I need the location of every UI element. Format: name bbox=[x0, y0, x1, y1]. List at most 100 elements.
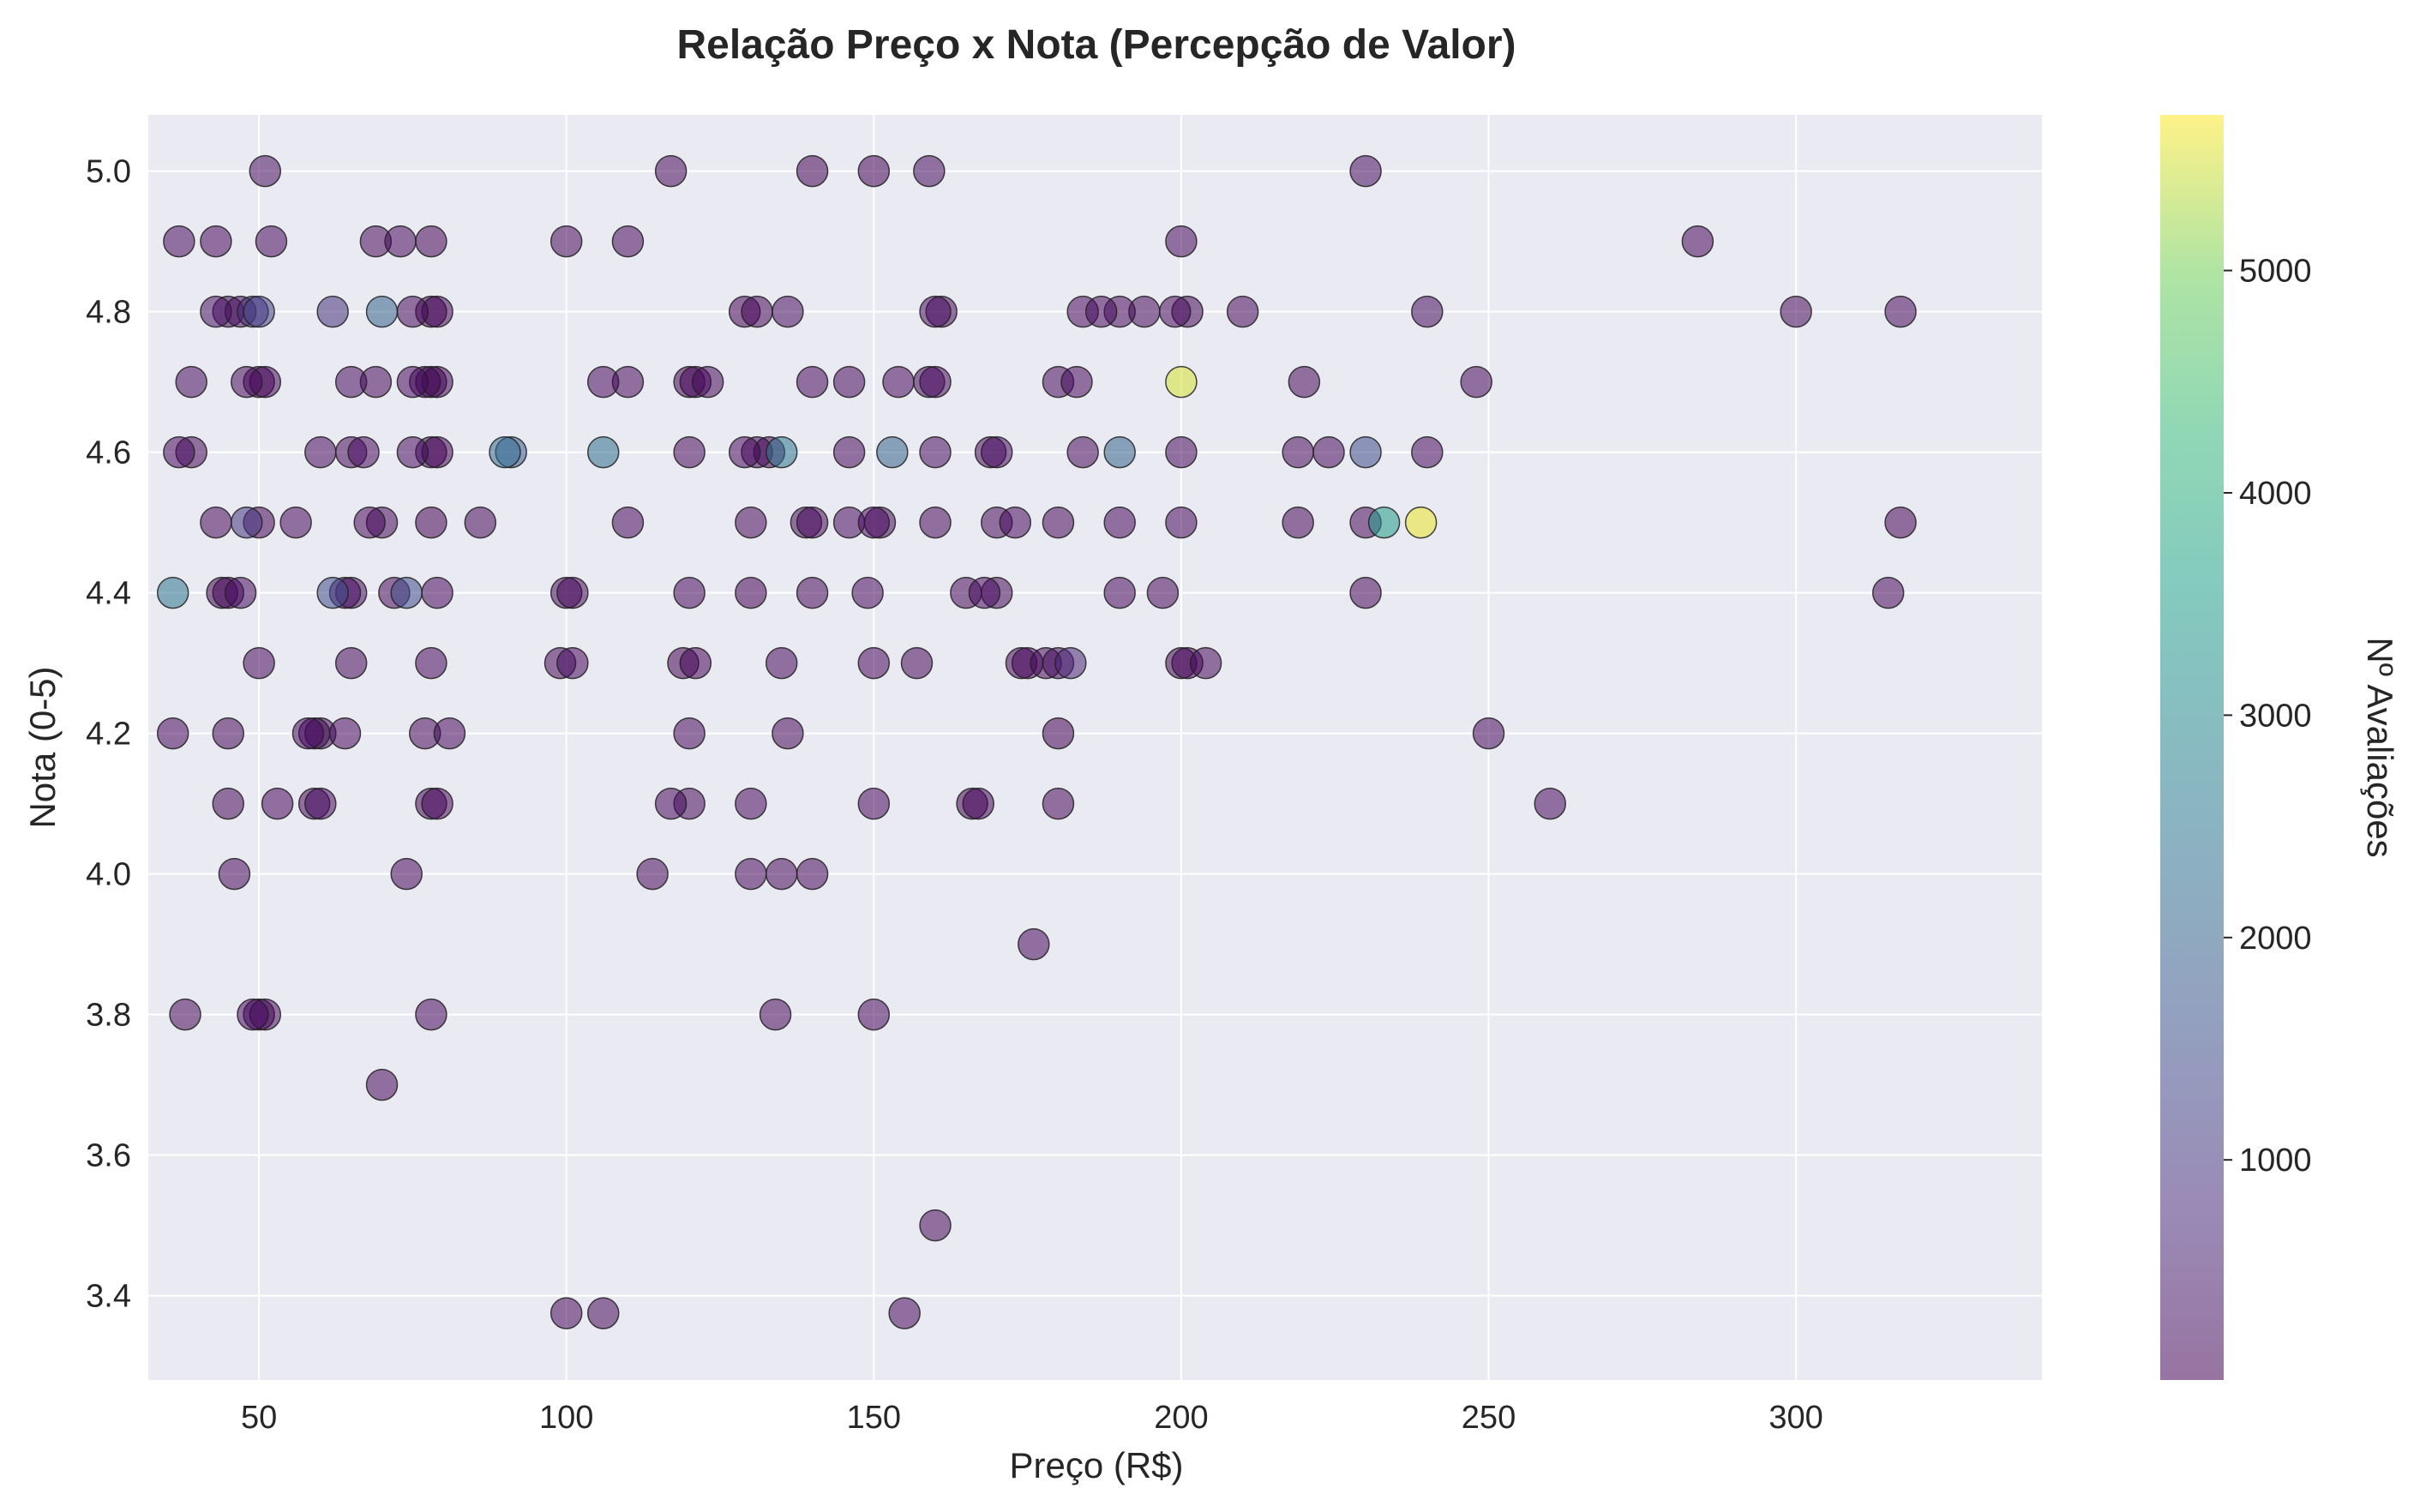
scatter-point bbox=[919, 365, 952, 399]
scatter-point bbox=[1042, 787, 1075, 820]
scatter-point bbox=[1282, 506, 1314, 539]
scatter-point bbox=[549, 225, 583, 258]
scatter-point bbox=[1884, 506, 1917, 539]
scatter-point bbox=[857, 998, 891, 1031]
scatter-point bbox=[1165, 506, 1198, 539]
x-axis-ticks: 50 100 150 200 250 300 bbox=[241, 1400, 1823, 1436]
scatter-point bbox=[882, 365, 915, 399]
scatter-points bbox=[156, 154, 1917, 1329]
scatter-point bbox=[919, 295, 952, 328]
scatter-point bbox=[169, 998, 201, 1031]
scatter-point bbox=[851, 576, 884, 609]
scatter-point bbox=[390, 857, 423, 891]
scatter-point bbox=[1411, 295, 1444, 328]
scatter-point bbox=[857, 787, 891, 820]
scatter-point bbox=[1158, 295, 1192, 328]
scatter-point bbox=[796, 576, 829, 609]
scatter-point bbox=[334, 365, 368, 399]
scatter-point bbox=[163, 435, 195, 469]
scatter-point bbox=[968, 576, 1001, 609]
y-axis-ticks: 3.4 3.6 3.8 4.0 4.2 4.4 4.6 4.8 5.0 bbox=[86, 154, 131, 1315]
y-tick-label: 4.4 bbox=[86, 576, 131, 612]
scatter-point bbox=[231, 365, 263, 399]
scatter-point bbox=[334, 646, 368, 680]
scatter-point bbox=[1884, 295, 1917, 328]
colorbar-label: Nº Avaliações bbox=[2360, 637, 2400, 857]
scatter-point bbox=[1060, 365, 1093, 399]
colorbar-tick-label: 1000 bbox=[2239, 1143, 2312, 1179]
scatter-point bbox=[765, 646, 798, 680]
scatter-point bbox=[212, 787, 244, 820]
scatter-point bbox=[390, 576, 423, 609]
scatter-point bbox=[857, 646, 891, 680]
scatter-point bbox=[218, 857, 251, 891]
scatter-point bbox=[1103, 576, 1136, 609]
scatter-point bbox=[237, 998, 269, 1031]
scatter-point bbox=[857, 506, 891, 539]
scatter-point bbox=[673, 576, 706, 609]
y-tick-label: 4.0 bbox=[86, 857, 131, 893]
scatter-point bbox=[556, 646, 589, 680]
x-tick-label: 200 bbox=[1154, 1400, 1208, 1436]
scatter-point bbox=[163, 225, 195, 258]
scatter-point bbox=[1042, 717, 1075, 750]
scatter-point bbox=[913, 154, 946, 188]
x-tick-label: 50 bbox=[241, 1400, 277, 1436]
scatter-point bbox=[759, 998, 792, 1031]
scatter-point bbox=[673, 435, 706, 469]
scatter-point bbox=[1780, 295, 1812, 328]
scatter-point bbox=[1871, 576, 1905, 609]
scatter-point bbox=[654, 154, 688, 188]
scatter-point bbox=[796, 506, 829, 539]
scatter-point bbox=[772, 295, 804, 328]
scatter-point bbox=[415, 998, 447, 1031]
scatter-point bbox=[586, 435, 620, 469]
scatter-point bbox=[200, 506, 232, 539]
scatter-point bbox=[1189, 646, 1222, 680]
scatter-point bbox=[1165, 435, 1198, 469]
scatter-point bbox=[464, 506, 497, 539]
scatter-point bbox=[279, 506, 312, 539]
y-tick-label: 3.4 bbox=[86, 1279, 131, 1315]
scatter-point bbox=[231, 506, 263, 539]
scatter-point bbox=[328, 717, 362, 750]
scatter-point bbox=[224, 576, 257, 609]
x-tick-label: 250 bbox=[1462, 1400, 1516, 1436]
scatter-point bbox=[735, 506, 767, 539]
colorbar-tick-label: 3000 bbox=[2239, 698, 2312, 734]
scatter-point bbox=[673, 717, 706, 750]
chart-title: Relação Preço x Nota (Percepção de Valor… bbox=[676, 22, 1516, 68]
scatter-point bbox=[1165, 225, 1198, 258]
scatter-point bbox=[1054, 646, 1087, 680]
scatter-point bbox=[291, 717, 325, 750]
y-axis-label: Nota (0-5) bbox=[22, 666, 63, 828]
colorbar-tick-label: 2000 bbox=[2239, 921, 2312, 957]
scatter-point bbox=[962, 787, 994, 820]
scatter-point bbox=[735, 857, 767, 891]
scatter-point bbox=[1288, 365, 1321, 399]
scatter-point bbox=[1066, 435, 1099, 469]
scatter-point bbox=[243, 646, 275, 680]
scatter-point bbox=[772, 717, 804, 750]
y-tick-label: 3.8 bbox=[86, 998, 131, 1034]
scatter-point bbox=[1084, 295, 1118, 328]
scatter-point bbox=[832, 435, 866, 469]
scatter-point bbox=[636, 857, 669, 891]
y-tick-label: 4.2 bbox=[86, 717, 131, 753]
colorbar-ticks: 1000 2000 3000 4000 5000 bbox=[2224, 254, 2312, 1179]
colorbar-tick-label: 4000 bbox=[2239, 476, 2312, 512]
scatter-point bbox=[654, 787, 688, 820]
scatter-point bbox=[1282, 435, 1314, 469]
scatter-point bbox=[1226, 295, 1259, 328]
scatter-point bbox=[316, 576, 349, 609]
scatter-point bbox=[1103, 435, 1136, 469]
x-tick-label: 150 bbox=[847, 1400, 901, 1436]
scatter-point bbox=[255, 225, 288, 258]
colorbar bbox=[2160, 115, 2224, 1380]
scatter-point bbox=[919, 506, 952, 539]
scatter-point bbox=[421, 787, 453, 820]
scatter-point bbox=[1312, 435, 1345, 469]
scatter-point bbox=[421, 576, 453, 609]
x-tick-label: 100 bbox=[539, 1400, 593, 1436]
